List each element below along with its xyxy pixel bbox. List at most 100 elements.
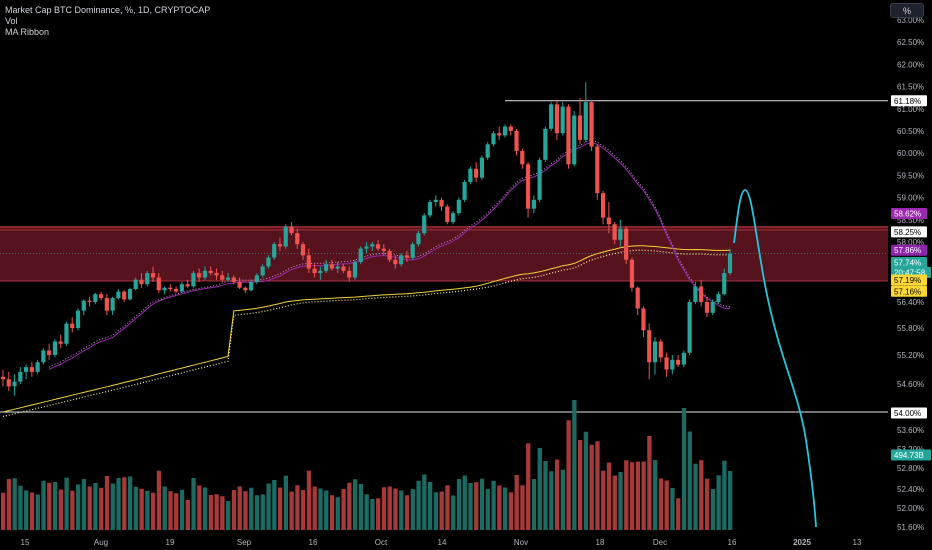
candle-body (23, 367, 29, 372)
candle-body (0, 376, 6, 380)
candle-body (220, 275, 225, 280)
volume-bar (537, 448, 542, 530)
candle-body (156, 277, 161, 291)
volume-bar (301, 490, 306, 530)
candle-body (456, 199, 461, 214)
y-axis-tick-label: 59.50% (897, 171, 924, 180)
volume-bar (583, 431, 589, 530)
candle-body (300, 244, 306, 256)
volume-bar (283, 475, 289, 530)
candle-body (41, 350, 46, 363)
volume-bar (699, 460, 704, 530)
volume-bar (543, 461, 548, 530)
ma-slow-1-badge: 57.19% (891, 274, 927, 286)
candle-body (629, 259, 635, 288)
candle-body (531, 199, 536, 209)
volume-bar (249, 487, 254, 530)
candle-body (162, 287, 167, 291)
volume-bar (422, 474, 427, 530)
candle-body (29, 367, 34, 372)
candle-body (450, 213, 456, 223)
unit-toggle-button[interactable]: % (890, 3, 924, 18)
candle-body (675, 359, 681, 365)
candle-body (549, 104, 554, 129)
candle-body (577, 115, 583, 140)
candle-body (595, 146, 600, 194)
candle-body (306, 255, 311, 269)
candle-body (560, 106, 565, 134)
volume-bar (526, 443, 531, 530)
candle-body (393, 259, 398, 265)
candle-body (352, 261, 358, 278)
candle-body (410, 244, 415, 258)
volume-bar (347, 482, 352, 530)
volume-bar (272, 480, 277, 530)
y-axis-tick-label: 59.00% (897, 194, 924, 203)
candle-body (606, 217, 611, 225)
volume-bar (508, 492, 514, 530)
candle-body (439, 199, 444, 207)
volume-bar (202, 487, 208, 530)
y-axis-tick-label: 55.20% (897, 351, 924, 360)
volume-bar (612, 475, 617, 530)
volume-bar (410, 489, 415, 530)
legend-volume[interactable]: Vol (5, 16, 18, 26)
candle-body (335, 266, 340, 269)
legend-symbol[interactable]: Market Cap BTC Dominance, %, 1D, CRYPTOC… (5, 5, 211, 15)
candle-body (289, 226, 294, 234)
volume-bar (658, 478, 664, 530)
candle-body (185, 284, 190, 287)
chart-legend: Market Cap BTC Dominance, %, 1D, CRYPTOC… (5, 5, 210, 38)
volume-bar (122, 477, 127, 530)
candle-body (64, 323, 69, 344)
candle-body (116, 291, 121, 299)
volume-bar (572, 400, 577, 530)
volume-bar (589, 444, 594, 530)
candle-body (110, 298, 115, 311)
candle-body (699, 286, 704, 302)
zone-top-badge: 58.25% (891, 226, 927, 238)
volume-bar (704, 478, 710, 530)
volume-bar (277, 487, 283, 530)
volume-bar (18, 485, 23, 530)
legend-ma-ribbon[interactable]: MA Ribbon (5, 27, 50, 37)
volume-bar (578, 440, 583, 530)
volume-bar (716, 475, 721, 530)
candle-body (652, 341, 658, 363)
candle-body (710, 302, 715, 313)
volume-bar (664, 480, 669, 530)
volume-bar (116, 478, 121, 530)
volume-bar (295, 485, 300, 530)
volume-bar (445, 485, 450, 530)
volume-bar (76, 484, 81, 530)
volume-bar (318, 488, 323, 530)
candle-body (358, 248, 363, 262)
y-axis-tick-label: 51.60% (897, 523, 924, 532)
volume-bar (416, 480, 421, 530)
candle-body (485, 144, 490, 158)
candle-body (104, 298, 109, 311)
svg-text:58.62%: 58.62% (894, 209, 921, 218)
candle-body (133, 279, 138, 289)
svg-text:57.74%: 57.74% (894, 259, 921, 268)
candle-body (514, 131, 519, 151)
volume-bar (370, 499, 375, 530)
candle-body (98, 294, 104, 299)
candle-body (266, 257, 271, 267)
volume-bar (433, 492, 439, 530)
volume-bar (554, 459, 560, 530)
volume-bar (687, 431, 692, 530)
volume-bar (254, 495, 260, 530)
volume-bar (549, 471, 554, 530)
supply-zone-band (0, 226, 888, 281)
candle-body (139, 279, 144, 285)
candle-body (197, 273, 202, 278)
volume-bar (70, 490, 75, 530)
candle-body (231, 277, 236, 282)
candle-body (687, 302, 692, 353)
candle-body (572, 115, 577, 165)
volume-bar (468, 483, 473, 530)
candle-body (474, 168, 479, 178)
volume-bar (47, 482, 52, 530)
